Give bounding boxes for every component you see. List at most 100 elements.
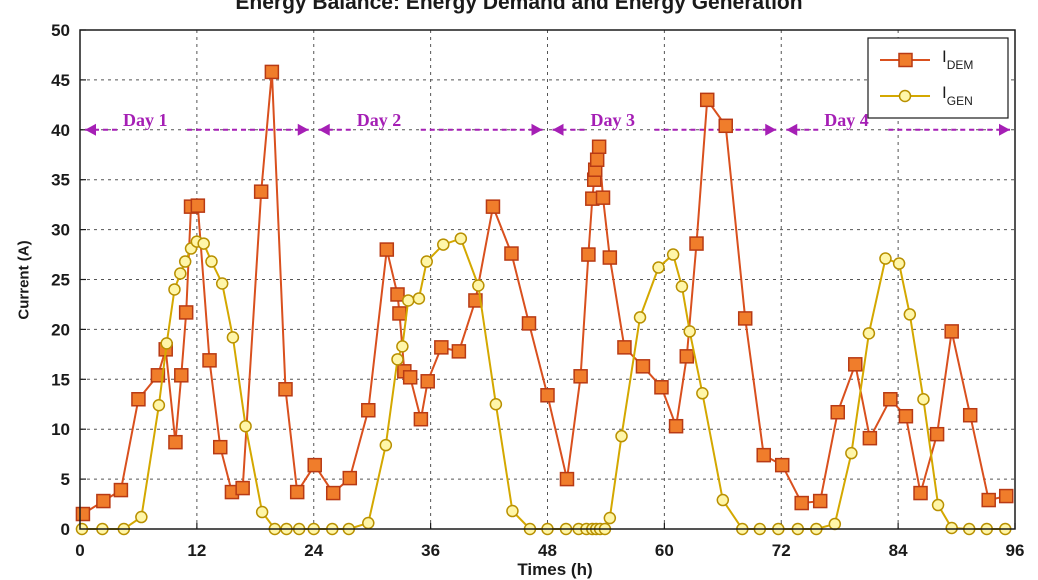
data-point	[504, 246, 519, 261]
data-point	[396, 340, 409, 353]
data-point	[239, 419, 252, 433]
data-point	[402, 370, 418, 385]
data-point	[506, 504, 519, 518]
data-point	[917, 393, 930, 406]
data-point	[168, 434, 183, 450]
data-point	[75, 506, 91, 522]
data-point	[913, 485, 928, 501]
data-point	[342, 470, 358, 486]
legend-entry: IDEM	[880, 47, 973, 72]
data-point	[696, 387, 709, 400]
data-point	[420, 255, 433, 268]
data-point	[981, 492, 996, 508]
data-point	[413, 411, 429, 427]
series-line	[81, 237, 1006, 530]
data-point	[633, 311, 647, 324]
data-point	[174, 267, 187, 280]
y-tick-label: 40	[51, 121, 70, 140]
data-point	[190, 198, 206, 213]
data-point	[898, 408, 914, 424]
y-tick-label: 5	[61, 470, 70, 489]
data-point	[862, 327, 876, 340]
data-point	[454, 232, 468, 245]
data-point	[559, 471, 575, 487]
legend-marker	[898, 52, 913, 68]
y-tick-label: 50	[51, 21, 70, 40]
day-arrowhead-right	[297, 123, 309, 136]
day-arrowhead-right	[531, 123, 543, 136]
data-point	[737, 311, 753, 326]
data-point	[931, 498, 945, 512]
data-point	[401, 294, 415, 307]
data-point	[264, 64, 280, 80]
data-point	[202, 353, 217, 368]
data-point	[615, 429, 628, 443]
x-tick-label: 24	[304, 541, 323, 560]
day-arrowhead-left	[318, 123, 330, 136]
data-point	[131, 392, 146, 407]
data-point	[573, 369, 588, 384]
series-i-gen	[75, 232, 1012, 536]
data-point	[862, 430, 878, 446]
data-point	[489, 398, 503, 411]
y-tick-label: 30	[51, 221, 70, 240]
data-point	[617, 340, 632, 355]
legend-label: IGEN	[942, 83, 973, 108]
data-point	[716, 493, 730, 507]
data-point	[652, 261, 665, 274]
data-point	[226, 331, 240, 344]
data-point	[892, 257, 906, 270]
data-point	[581, 247, 596, 262]
data-point	[945, 521, 958, 535]
data-point	[168, 283, 181, 296]
data-point	[325, 485, 341, 501]
data-point	[521, 316, 537, 331]
data-point	[178, 305, 194, 320]
data-point	[666, 248, 680, 261]
data-point	[379, 242, 395, 257]
data-point	[255, 505, 269, 519]
y-tick-label: 35	[51, 171, 70, 190]
data-point	[96, 493, 111, 509]
data-point	[361, 402, 376, 418]
data-point	[160, 337, 173, 350]
data-point	[828, 517, 842, 531]
day-arrowhead-left	[786, 123, 798, 136]
y-tick-label: 45	[51, 71, 70, 90]
plot-frame	[79, 29, 1016, 530]
data-point	[434, 340, 449, 355]
legend-box	[867, 37, 1009, 119]
data-point	[420, 374, 435, 389]
y-tick-label: 20	[51, 320, 70, 339]
data-point	[794, 495, 809, 511]
data-point	[412, 292, 426, 305]
data-point	[944, 324, 959, 339]
data-point	[391, 353, 404, 366]
data-point	[540, 388, 555, 403]
data-point	[602, 250, 618, 265]
y-tick-label: 25	[51, 271, 70, 290]
x-tick-label: 36	[421, 541, 440, 560]
data-point	[362, 516, 375, 530]
series-i-dem	[75, 64, 1014, 522]
data-point	[774, 457, 790, 473]
data-point	[675, 280, 689, 293]
legend-entry: IGEN	[880, 83, 973, 108]
data-point	[205, 255, 218, 268]
y-tick-label: 10	[51, 420, 70, 439]
data-point	[699, 92, 715, 108]
day-annotations: Day 1 Day 2 Day 3 Day 4	[85, 110, 1010, 136]
x-tick-label: 48	[538, 541, 557, 560]
data-point	[178, 255, 192, 268]
data-point	[307, 457, 322, 473]
data-point	[679, 349, 695, 364]
data-point	[845, 446, 858, 460]
data-point	[174, 368, 189, 383]
series	[75, 64, 1014, 536]
legend-label: IDEM	[942, 47, 973, 72]
data-point	[635, 359, 651, 374]
legend-marker	[898, 89, 912, 103]
data-point	[654, 380, 669, 395]
data-point	[879, 252, 892, 265]
